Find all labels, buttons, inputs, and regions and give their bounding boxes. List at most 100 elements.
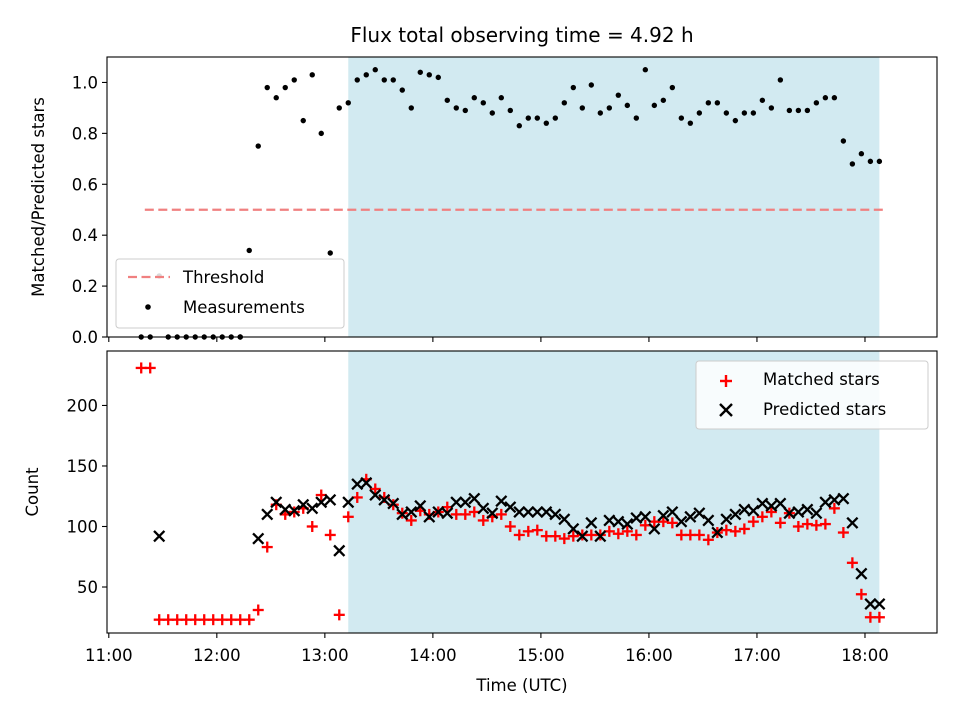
measurement-point bbox=[687, 120, 694, 126]
bottom-axes-frame bbox=[106, 350, 938, 634]
predicted-point bbox=[729, 508, 742, 521]
predicted-point bbox=[396, 508, 409, 521]
measurement-point bbox=[714, 100, 721, 106]
x-axis-label: Time (UTC) bbox=[475, 676, 567, 695]
matched-point bbox=[846, 557, 858, 569]
predicted-point bbox=[612, 515, 625, 528]
bottom-panel: 50 100 150 200 11:00 12:00 13:00 14:00 15:00 16:… bbox=[23, 350, 938, 695]
predicted-point bbox=[576, 530, 589, 543]
measurement-point bbox=[732, 117, 739, 124]
matched-point bbox=[630, 529, 642, 541]
matched-point bbox=[495, 508, 507, 520]
measurement-point bbox=[858, 151, 865, 157]
predicted-point bbox=[504, 501, 517, 514]
y-tick-label: 0.8 bbox=[72, 124, 98, 143]
predicted-point bbox=[270, 496, 283, 509]
predicted-point bbox=[873, 597, 886, 610]
matched-point bbox=[738, 523, 750, 535]
measurement-point bbox=[408, 105, 414, 111]
predicted-point bbox=[423, 510, 436, 523]
matched-point bbox=[756, 511, 768, 523]
predicted-point bbox=[450, 496, 463, 509]
predicted-point bbox=[756, 497, 769, 510]
matched-point bbox=[333, 609, 345, 621]
predicted-point bbox=[657, 509, 670, 522]
matched-point bbox=[837, 527, 849, 539]
predicted-point bbox=[648, 522, 661, 535]
matched-point bbox=[549, 530, 561, 542]
predicted-point bbox=[693, 507, 706, 520]
legend-measurements-label: Measurements bbox=[183, 298, 305, 317]
matched-point bbox=[306, 520, 318, 532]
measurement-point bbox=[696, 110, 703, 116]
measurement-point bbox=[471, 95, 477, 101]
measurement-point bbox=[291, 77, 297, 83]
predicted-point bbox=[459, 496, 472, 509]
y-tick-label: 0.2 bbox=[72, 277, 98, 296]
predicted-point bbox=[324, 493, 337, 506]
measurement-point bbox=[273, 95, 279, 101]
matched-point bbox=[873, 611, 885, 623]
measurement-point bbox=[435, 74, 441, 81]
measurement-point bbox=[642, 67, 649, 73]
measurement-point bbox=[561, 100, 568, 106]
predicted-point bbox=[549, 508, 562, 521]
predicted-point bbox=[522, 505, 535, 518]
bottom-legend: Matched stars Predicted stars bbox=[695, 360, 929, 430]
y-tick-label: 100 bbox=[67, 517, 99, 536]
measurement-point bbox=[381, 77, 387, 83]
predicted-point bbox=[261, 508, 274, 521]
predicted-point bbox=[252, 532, 265, 545]
measurement-point bbox=[624, 102, 631, 109]
predicted-point bbox=[675, 515, 688, 528]
top-legend-box bbox=[115, 258, 345, 329]
measurement-point bbox=[426, 72, 432, 78]
top-axes-frame bbox=[106, 56, 938, 338]
measurement-point bbox=[759, 97, 766, 103]
matched-point bbox=[729, 525, 741, 537]
matched-point bbox=[765, 506, 777, 518]
matched-point bbox=[639, 519, 651, 531]
measurement-point bbox=[876, 158, 883, 165]
measurement-point bbox=[849, 161, 856, 167]
matched-point bbox=[855, 588, 867, 600]
predicted-point bbox=[666, 505, 679, 518]
predicted-point bbox=[387, 497, 400, 510]
matched-point bbox=[342, 511, 354, 523]
bottom-x-ticks: 11:00 12:00 13:00 14:00 15:00 16:00 17:00 18:00 bbox=[85, 633, 889, 665]
predicted-point bbox=[567, 522, 580, 535]
top-y-axis-label: Matched/Predicted stars bbox=[29, 97, 48, 297]
measurement-point bbox=[678, 115, 685, 121]
predicted-point bbox=[747, 504, 760, 517]
measurement-point bbox=[390, 77, 396, 83]
measurement-point bbox=[813, 100, 820, 106]
predicted-point bbox=[621, 518, 634, 531]
predicted-point bbox=[774, 497, 787, 510]
measurement-point bbox=[264, 84, 270, 91]
predicted-points bbox=[153, 476, 886, 610]
measurement-point bbox=[831, 95, 838, 101]
matched-point bbox=[702, 534, 714, 546]
predicted-point bbox=[765, 499, 778, 512]
y-tick-label: 0.4 bbox=[72, 226, 98, 245]
matched-point bbox=[819, 518, 831, 530]
measurement-point bbox=[489, 110, 495, 116]
matched-point bbox=[144, 362, 156, 374]
matched-point bbox=[477, 514, 489, 526]
measurement-points bbox=[138, 67, 883, 340]
predicted-point bbox=[342, 496, 355, 509]
matched-point bbox=[558, 533, 570, 545]
predicted-point bbox=[801, 503, 814, 516]
measurement-point bbox=[660, 97, 667, 103]
predicted-point bbox=[855, 567, 868, 580]
y-tick-label: 0.6 bbox=[72, 175, 98, 194]
predicted-point bbox=[369, 489, 382, 502]
bottom-y-ticks: 50 100 150 200 bbox=[67, 396, 107, 597]
measurement-point bbox=[543, 120, 550, 126]
measurement-point bbox=[516, 123, 522, 129]
measurement-point bbox=[300, 117, 306, 124]
matched-point bbox=[243, 614, 255, 626]
matched-point bbox=[504, 520, 516, 532]
predicted-point bbox=[711, 526, 724, 539]
measurement-point bbox=[480, 100, 486, 106]
